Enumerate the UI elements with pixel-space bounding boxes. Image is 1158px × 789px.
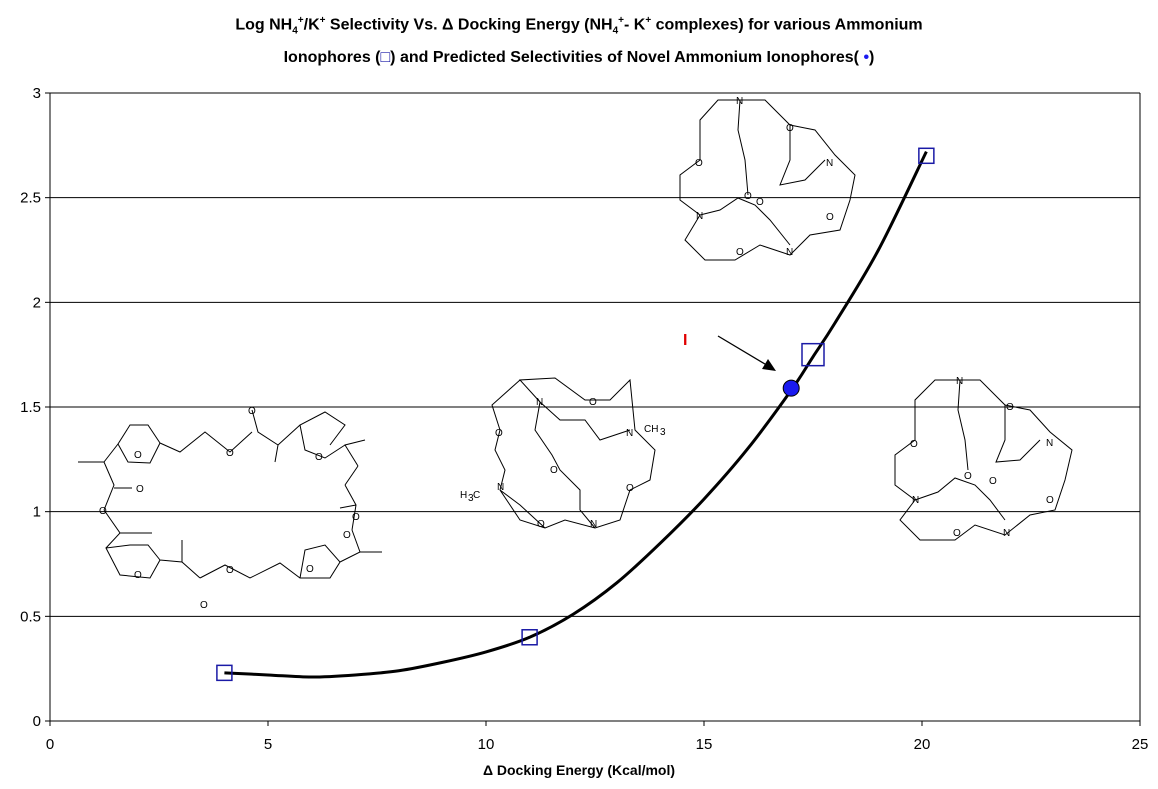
chart-title-line-1: Log NH4+/K+ Selectivity Vs. Δ Docking En… bbox=[235, 15, 923, 37]
annotation-arrow-line bbox=[717, 335, 771, 368]
atom-n: N bbox=[1003, 528, 1010, 539]
atom-n: N bbox=[826, 158, 833, 169]
trendline-layer bbox=[224, 150, 928, 679]
atom-o: O bbox=[136, 484, 144, 495]
atom-o: O bbox=[1046, 495, 1054, 506]
annotation-arrowhead bbox=[762, 359, 776, 371]
valinomycin-like-structure: O O O O O O O O O O O O bbox=[78, 406, 382, 611]
atom-o: O bbox=[99, 506, 107, 517]
annotation-i: I bbox=[683, 332, 776, 371]
atom-o: O bbox=[134, 450, 142, 461]
y-tick-label: 0 bbox=[33, 713, 41, 730]
atom-o: O bbox=[695, 158, 703, 169]
atom-o: O bbox=[964, 471, 972, 482]
x-axis-label: Δ Docking Energy (Kcal/mol) bbox=[482, 762, 676, 778]
atom-o: O bbox=[826, 212, 834, 223]
x-tick-label: 5 bbox=[264, 736, 272, 753]
atom-o: O bbox=[200, 600, 208, 611]
atom-o: O bbox=[248, 406, 256, 417]
y-tick-label: 3 bbox=[33, 85, 41, 102]
atom-o: O bbox=[226, 565, 234, 576]
atom-n: N bbox=[956, 376, 963, 387]
atom-o: O bbox=[550, 465, 558, 476]
trendline bbox=[224, 150, 928, 679]
atom-n: N bbox=[626, 428, 633, 439]
x-tick-label: 25 bbox=[1132, 736, 1149, 753]
atom-o: O bbox=[306, 564, 314, 575]
methyl-subscript: 3 bbox=[468, 493, 474, 504]
predicted-point-marker bbox=[782, 379, 800, 397]
atom-n: N bbox=[497, 482, 504, 493]
atom-o: O bbox=[744, 191, 752, 202]
x-tick-label: 20 bbox=[914, 736, 931, 753]
x-tick-label: 15 bbox=[696, 736, 713, 753]
atom-n: N bbox=[912, 495, 919, 506]
data-points bbox=[216, 147, 935, 682]
atom-o: O bbox=[134, 570, 142, 581]
atom-o: O bbox=[589, 397, 597, 408]
x-tick-label: 10 bbox=[478, 736, 495, 753]
atom-o: O bbox=[626, 483, 634, 494]
square-marker bbox=[521, 629, 538, 646]
square-marker bbox=[801, 342, 825, 367]
cryptand-right-structure: N O O N O O N O O N bbox=[894, 376, 1073, 541]
atom-n: N bbox=[1046, 438, 1053, 449]
square-marker bbox=[216, 664, 233, 682]
atom-n: N bbox=[696, 211, 703, 222]
y-tick-label: 2.5 bbox=[20, 190, 41, 207]
chart-title: Log NH4+/K+ Selectivity Vs. Δ Docking En… bbox=[0, 8, 1158, 71]
atom-n: N bbox=[736, 96, 743, 107]
atom-o: O bbox=[786, 123, 794, 134]
atom-n: N bbox=[590, 519, 597, 530]
y-tick-label: 0.5 bbox=[20, 608, 41, 625]
cryptand-dimethyl-structure: N O O N CH 3 O O H 3 C N O N bbox=[460, 377, 666, 530]
atom-o: O bbox=[756, 197, 764, 208]
atom-o: O bbox=[1006, 402, 1014, 413]
atom-o: O bbox=[343, 530, 351, 541]
atom-o: O bbox=[989, 476, 997, 487]
x-tick-label: 0 bbox=[46, 736, 54, 753]
y-tick-label: 1 bbox=[33, 504, 41, 521]
atom-o: O bbox=[910, 439, 918, 450]
atom-n: N bbox=[536, 397, 543, 408]
atom-o: O bbox=[953, 528, 961, 539]
cryptand-top-structure: N O O N O O N O O N bbox=[679, 96, 856, 261]
grid-lines bbox=[50, 92, 1140, 617]
atom-o: O bbox=[537, 519, 545, 530]
annotation-label: I bbox=[683, 332, 687, 349]
square-marker bbox=[918, 147, 935, 165]
y-tick-label: 2 bbox=[33, 294, 41, 311]
x-tick-labels: 0 5 10 15 20 25 bbox=[46, 736, 1149, 753]
axes bbox=[45, 92, 1141, 726]
atom-o: O bbox=[495, 428, 503, 439]
methyl-label: CH bbox=[644, 424, 658, 435]
atom-o: O bbox=[226, 448, 234, 459]
methyl-h-label: H bbox=[460, 490, 467, 501]
atom-o: O bbox=[736, 247, 744, 258]
atom-n: N bbox=[786, 247, 793, 258]
methyl-subscript: 3 bbox=[660, 427, 666, 438]
atom-o: O bbox=[315, 452, 323, 463]
atom-o: O bbox=[352, 512, 360, 523]
chart-title-line-2: Ionophores (□) and Predicted Selectiviti… bbox=[283, 48, 875, 66]
y-tick-labels: 0 0.5 1 1.5 2 2.5 3 bbox=[20, 85, 41, 730]
y-tick-label: 1.5 bbox=[20, 399, 41, 416]
methyl-c-label: C bbox=[473, 490, 480, 501]
